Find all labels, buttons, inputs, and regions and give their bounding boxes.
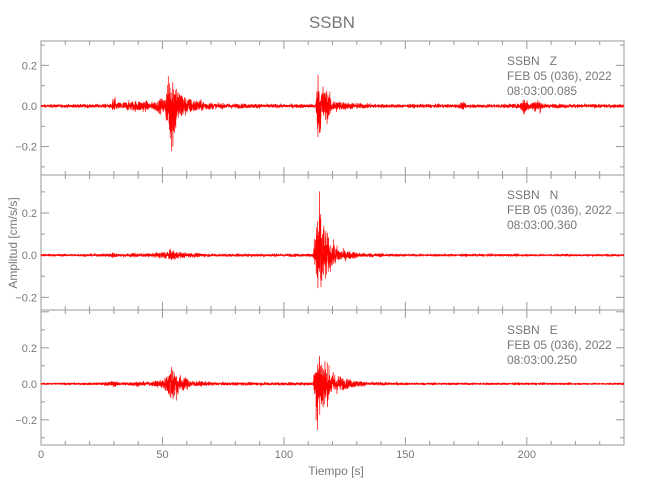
y-tick-label: 0.0	[22, 101, 37, 113]
panel-label-line3: 08:03:00.250	[507, 353, 577, 367]
panel-label-line1: SSBN N	[507, 188, 558, 202]
y-tick-label: −0.2	[15, 415, 37, 427]
panel-label-line3: 08:03:00.085	[507, 84, 577, 98]
y-tick-label: 0.0	[22, 379, 37, 391]
y-tick-label: 0.2	[22, 343, 37, 355]
y-tick-label: 0.2	[22, 208, 37, 220]
y-tick-label: 0.0	[22, 250, 37, 262]
y-tick-label: −0.2	[15, 292, 37, 304]
panel-label-line2: FEB 05 (036), 2022	[507, 338, 612, 352]
panel-label-line3: 08:03:00.360	[507, 218, 577, 232]
x-tick-label: 50	[156, 449, 168, 461]
panel-label-line1: SSBN E	[507, 323, 558, 337]
y-axis-label: Amplitud [cm/s/s]	[6, 197, 20, 288]
x-tick-label: 0	[38, 449, 44, 461]
waveform-n	[40, 191, 625, 289]
panel-label-line2: FEB 05 (036), 2022	[507, 203, 612, 217]
panel-label-line2: FEB 05 (036), 2022	[507, 69, 612, 83]
x-tick-label: 100	[275, 449, 293, 461]
x-axis-label: Tiempo [s]	[308, 464, 364, 478]
panel-label-line1: SSBN Z	[507, 54, 557, 68]
chart-title: SSBN	[309, 13, 355, 32]
x-tick-label: 150	[396, 449, 414, 461]
y-tick-label: 0.2	[22, 60, 37, 72]
y-tick-label: −0.2	[15, 142, 37, 154]
x-tick-label: 200	[518, 449, 536, 461]
waveform-e	[40, 355, 625, 431]
waveform-z	[40, 74, 625, 152]
